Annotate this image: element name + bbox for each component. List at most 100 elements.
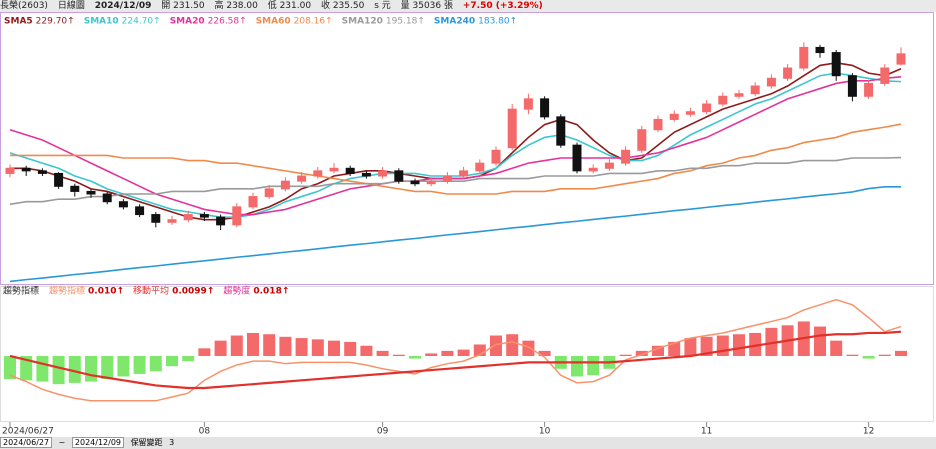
- candle-body: [637, 129, 647, 151]
- controls: 2024/06/27 ~ 2024/12/09 保留變距 3: [0, 437, 936, 449]
- legend-name: 移動平均: [133, 285, 169, 297]
- candle-body: [248, 196, 258, 208]
- candle-body: [426, 180, 436, 185]
- candle-body: [507, 108, 517, 149]
- close: 收 235.50: [320, 1, 365, 11]
- hist-bar: [85, 356, 97, 382]
- candle-body: [475, 162, 485, 172]
- x-tick-label: 09: [377, 427, 389, 437]
- hist-bar: [571, 356, 583, 377]
- candle-body: [766, 77, 776, 87]
- legend-value: 0.018↑: [253, 287, 289, 297]
- hist-bar: [506, 334, 519, 356]
- candle-body: [216, 216, 226, 226]
- candle-body: [604, 162, 614, 169]
- legend-value: 183.80↑: [478, 17, 517, 27]
- x-tick-label: 11: [701, 427, 712, 437]
- candle-body: [54, 172, 64, 187]
- series-line: [9, 186, 901, 283]
- legend-value: 208.16↑: [294, 17, 333, 27]
- candle-body: [783, 67, 793, 79]
- legend-name: SMA240: [434, 17, 475, 27]
- hist-bar: [846, 354, 859, 356]
- hist-bar: [473, 344, 486, 356]
- legend-name: 趨勢指標: [49, 285, 85, 297]
- unit: s 元: [374, 1, 391, 11]
- candle-body: [442, 175, 452, 182]
- hist-bar: [700, 336, 713, 356]
- panel-title: 趨勢指標: [3, 285, 39, 297]
- hist-bar: [652, 345, 664, 356]
- series-line: [9, 72, 902, 218]
- hist-bar: [878, 354, 891, 356]
- candle-body: [896, 53, 906, 65]
- candle-body: [37, 170, 47, 174]
- candle-body: [199, 214, 209, 218]
- hist-bar: [344, 341, 357, 356]
- sub-frame: [0, 286, 934, 422]
- hist-bar: [587, 356, 600, 376]
- legend-name: SMA10: [84, 17, 119, 27]
- series-line: [9, 156, 902, 206]
- hist-bar: [619, 354, 632, 356]
- hist-bar: [814, 326, 826, 356]
- candle-body: [167, 219, 177, 223]
- keep-value[interactable]: 3: [169, 438, 175, 447]
- candle-body: [702, 103, 712, 113]
- hist-bar: [490, 335, 502, 356]
- hist-bar: [279, 336, 292, 356]
- candle-body: [5, 167, 15, 174]
- date: 2024/12/09: [94, 1, 152, 11]
- candle-body: [264, 188, 274, 198]
- candle-body: [653, 118, 663, 131]
- candle-body: [313, 170, 323, 177]
- candle-body: [21, 167, 31, 172]
- legend-value: 224.70↑: [122, 17, 161, 27]
- hist-bar: [684, 338, 697, 356]
- candle-body: [232, 206, 242, 226]
- hist-bar: [182, 356, 195, 362]
- legend-name: SMA60: [256, 17, 291, 27]
- hist-bar: [425, 353, 438, 356]
- legend-value: 195.18↑: [386, 17, 425, 27]
- series-line: [9, 330, 902, 390]
- candle-body: [329, 167, 339, 172]
- hist-bar: [214, 340, 227, 356]
- candle-body: [621, 149, 631, 164]
- candle-body: [669, 113, 679, 120]
- start-date[interactable]: 2024/06/27: [0, 437, 53, 448]
- candle-body: [572, 144, 582, 172]
- hist-bar: [117, 356, 130, 377]
- hist-bar: [36, 356, 49, 382]
- hist-bar: [895, 350, 907, 356]
- candle-body: [491, 149, 501, 164]
- hist-bar: [311, 339, 324, 356]
- keep-label: 保留變距: [130, 438, 163, 447]
- candle-body: [831, 52, 841, 77]
- candle-body: [750, 85, 760, 95]
- hist-bar: [716, 335, 729, 356]
- candle-body: [86, 190, 96, 195]
- hist-bar: [101, 356, 114, 380]
- hist-bar: [376, 350, 389, 356]
- candle-body: [799, 46, 809, 69]
- hist-bar: [830, 340, 843, 356]
- candle-body: [410, 180, 420, 185]
- hist-bar: [247, 332, 259, 356]
- stock: 長榮(2603): [0, 1, 48, 11]
- candle-body: [734, 93, 744, 97]
- hist-bar: [149, 356, 162, 372]
- hist-bar: [198, 348, 211, 356]
- hist-bar: [230, 335, 243, 356]
- candle-body: [847, 75, 857, 97]
- hist-bar: [441, 350, 454, 356]
- series-line: [9, 298, 902, 402]
- end-date[interactable]: 2024/12/09: [71, 437, 125, 448]
- candle-body: [588, 167, 598, 172]
- candle-body: [378, 170, 388, 177]
- candle-body: [459, 170, 469, 177]
- candle-body: [361, 172, 371, 177]
- candle-body: [864, 82, 874, 97]
- sep: ~: [58, 438, 66, 447]
